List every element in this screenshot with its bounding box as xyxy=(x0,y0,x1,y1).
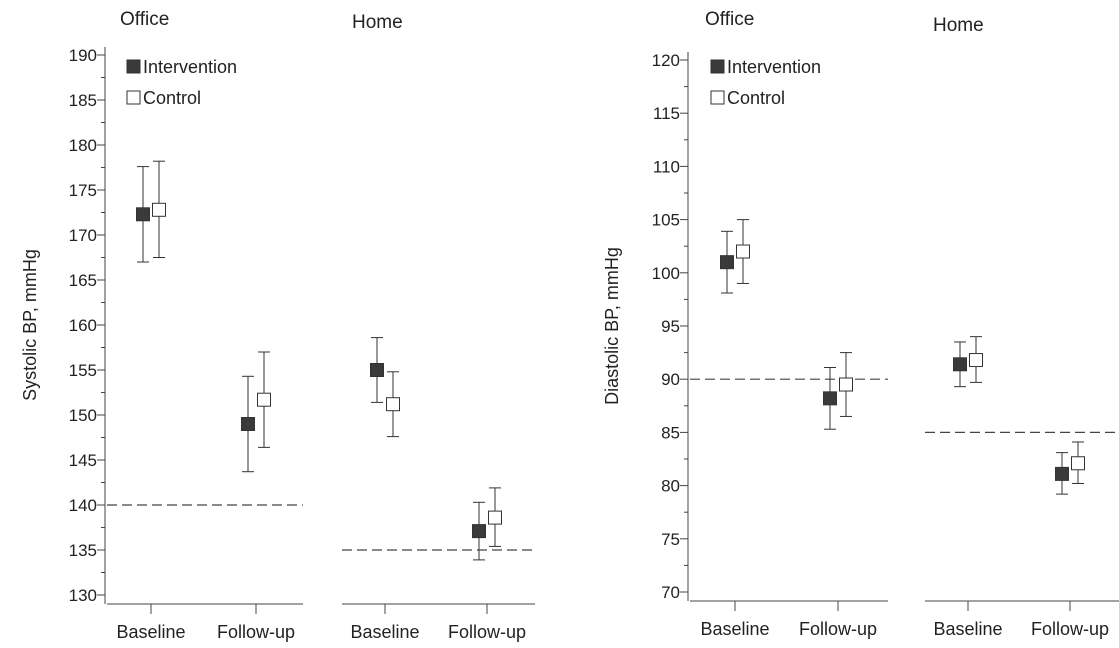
control-marker xyxy=(257,392,271,407)
control-point xyxy=(488,487,502,547)
intervention-marker xyxy=(953,357,967,372)
y-tick-label: 120 xyxy=(652,51,680,70)
legend-intervention-marker xyxy=(126,59,141,74)
y-tick-label: 90 xyxy=(661,370,680,389)
control-point xyxy=(257,351,271,448)
y-tick-label: 175 xyxy=(69,181,97,200)
control-marker xyxy=(152,202,166,217)
x-tick-label: Baseline xyxy=(700,619,769,639)
intervention-point xyxy=(953,341,967,388)
intervention-marker xyxy=(472,524,486,539)
panel-title: Office xyxy=(120,9,169,30)
legend-intervention-label: Intervention xyxy=(727,57,821,77)
y-tick-label: 170 xyxy=(69,226,97,245)
intervention-point xyxy=(370,337,384,403)
legend-intervention-label: Intervention xyxy=(143,57,237,77)
legend-control-label: Control xyxy=(727,88,785,108)
y-axis-label: Systolic BP, mmHg xyxy=(20,249,40,401)
control-point xyxy=(152,160,166,258)
y-tick-label: 135 xyxy=(69,541,97,560)
control-marker xyxy=(969,353,983,368)
y-tick-label: 70 xyxy=(661,583,680,602)
legend-control-marker xyxy=(710,90,725,105)
y-tick-label: 110 xyxy=(653,157,680,176)
control-point xyxy=(969,336,983,383)
y-tick-label: 190 xyxy=(69,46,97,65)
legend-control-label: Control xyxy=(143,88,201,108)
x-tick-label: Follow-up xyxy=(448,622,526,642)
intervention-marker xyxy=(1055,466,1069,481)
y-tick-label: 180 xyxy=(69,136,97,155)
panel-title: Home xyxy=(352,12,403,33)
control-point xyxy=(839,352,853,417)
y-tick-label: 185 xyxy=(69,91,97,110)
x-tick-label: Follow-up xyxy=(799,619,877,639)
intervention-point xyxy=(1055,452,1069,495)
x-tick-label: Baseline xyxy=(933,619,1002,639)
y-tick-label: 130 xyxy=(69,586,97,605)
intervention-point xyxy=(720,230,734,294)
intervention-point xyxy=(136,166,150,263)
panel-title: Office xyxy=(705,9,754,30)
y-axis-label: Diastolic BP, mmHg xyxy=(602,247,622,405)
control-marker xyxy=(488,510,502,525)
y-tick-label: 140 xyxy=(69,496,97,515)
y-tick-label: 160 xyxy=(69,316,97,335)
panel-title: Home xyxy=(933,15,984,36)
intervention-point xyxy=(823,366,837,430)
intervention-marker xyxy=(136,207,150,222)
y-tick-label: 150 xyxy=(69,406,97,425)
control-marker xyxy=(839,377,853,392)
y-tick-label: 145 xyxy=(69,451,97,470)
x-tick-label: Baseline xyxy=(116,622,185,642)
x-tick-label: Follow-up xyxy=(1031,619,1109,639)
intervention-marker xyxy=(370,363,384,377)
y-tick-label: 105 xyxy=(652,211,680,230)
y-tick-label: 95 xyxy=(661,317,680,336)
x-tick-label: Baseline xyxy=(350,622,419,642)
control-marker xyxy=(386,397,400,412)
intervention-point xyxy=(472,501,486,561)
control-marker xyxy=(736,244,750,259)
control-point xyxy=(736,219,750,284)
y-tick-label: 115 xyxy=(653,104,680,123)
intervention-marker xyxy=(720,255,734,270)
control-point xyxy=(386,371,400,438)
y-tick-label: 165 xyxy=(69,271,97,290)
intervention-point xyxy=(241,375,255,473)
control-point xyxy=(1071,441,1085,484)
legend-control-marker xyxy=(126,90,141,105)
legend-intervention-marker xyxy=(710,59,725,74)
intervention-marker xyxy=(241,417,255,431)
y-tick-label: 75 xyxy=(661,530,680,549)
x-tick-label: Follow-up xyxy=(217,622,295,642)
y-tick-label: 155 xyxy=(69,361,97,380)
y-tick-label: 80 xyxy=(661,477,680,496)
y-tick-label: 100 xyxy=(652,264,680,283)
intervention-marker xyxy=(823,391,837,406)
control-marker xyxy=(1071,456,1085,471)
y-tick-label: 85 xyxy=(661,423,680,442)
